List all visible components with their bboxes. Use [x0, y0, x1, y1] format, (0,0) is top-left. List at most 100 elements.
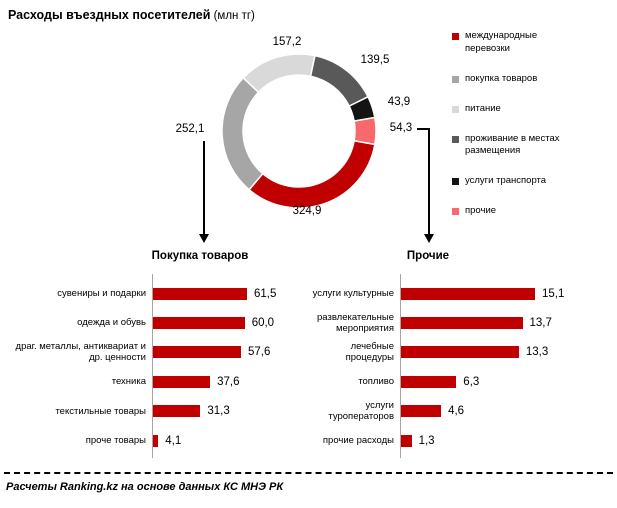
bar: [152, 317, 245, 330]
category-label: услуги культурные: [312, 288, 394, 299]
legend-marker: [452, 208, 459, 216]
bar-row: техника 37,6: [6, 367, 304, 396]
bar-row: одежда и обувь 60,0: [6, 308, 304, 337]
donut-value-label: 252,1: [175, 123, 205, 135]
right-chart-axis: [400, 274, 401, 458]
category-label: одежда и обувь: [77, 317, 146, 329]
bar-row: прочие расходы 1,3: [306, 426, 614, 455]
bar-track: 37,6: [152, 375, 304, 388]
bar-track: 4,1: [152, 434, 304, 447]
legend-item-label: проживание в местах размещения: [465, 132, 560, 157]
donut-segment: [248, 139, 376, 209]
category-label: драг. металлы, антиквариат и др. ценност…: [15, 341, 146, 364]
category-label: техника: [111, 376, 146, 388]
arrow-head-left: [199, 234, 209, 243]
value-label: 31,3: [207, 405, 230, 418]
bar: [400, 317, 523, 330]
bar-track: 31,3: [152, 405, 304, 418]
category-label: прочие расходы: [322, 434, 394, 446]
donut-chart: [221, 53, 377, 209]
legend-item: услуги транспорта: [452, 175, 614, 188]
legend-item: питание: [452, 103, 614, 116]
bar-track: 57,6: [152, 346, 304, 359]
bar-track: 6,3: [400, 375, 614, 388]
purchases-bar-chart: сувениры и подарки 61,5 одежда и обувь 60,0…: [6, 274, 304, 458]
bar-row: драг. металлы, антиквариат и др. ценност…: [6, 338, 304, 367]
legend-marker: [452, 33, 459, 40]
bar: [152, 434, 159, 447]
value-label: 57,6: [248, 346, 271, 359]
category-label: лечебные процедуры: [345, 341, 394, 364]
page-title: Расходы въездных посетителей (млн тг): [8, 8, 255, 22]
legend-marker: [452, 105, 459, 113]
donut-value-label: 43,9: [387, 96, 411, 108]
category-label: текстильные товары: [55, 405, 146, 417]
category-label: проче товары: [85, 434, 146, 446]
arrow-head-right: [424, 234, 434, 243]
left-chart-axis: [152, 274, 153, 458]
value-label: 6,3: [463, 375, 480, 388]
category-label: сувениры и подарки: [57, 288, 146, 299]
legend-marker: [452, 135, 459, 143]
category-label: топливо: [358, 376, 394, 388]
source-note: Расчеты Ranking.kz на основе данных КС М…: [6, 481, 284, 493]
bar: [400, 434, 412, 447]
category-label: услуги туроператоров: [328, 399, 394, 423]
legend-item: международные перевозки: [452, 30, 614, 56]
bar: [400, 405, 442, 418]
bar: [400, 375, 457, 388]
bar: [152, 287, 247, 300]
value-label: 61,5: [254, 287, 277, 300]
legend-item: покупка товаров: [452, 73, 614, 86]
legend-marker: [452, 75, 459, 83]
bar: [400, 287, 535, 300]
value-label: 13,7: [529, 317, 552, 330]
donut-value-label: 157,2: [272, 36, 302, 48]
category-label: развлекательные мероприятия: [317, 311, 394, 335]
page-title-unit: (млн тг): [210, 10, 255, 22]
bar-track: 61,5: [152, 287, 304, 300]
donut-value-label: 324,9: [292, 205, 322, 217]
value-label: 1,3: [418, 434, 435, 447]
right-chart-title: Прочие: [406, 250, 450, 262]
bar-track: 4,6: [400, 405, 614, 418]
bar-track: 60,0: [152, 317, 304, 330]
value-label: 4,1: [165, 434, 182, 447]
bar-row: лечебные процедуры 13,3: [306, 338, 614, 367]
bar-track: 13,7: [400, 317, 614, 330]
legend-item-label: международные перевозки: [465, 30, 538, 54]
legend-item-label: питание: [465, 102, 501, 114]
bar-row: топливо 6,3: [306, 367, 614, 396]
legend-marker: [452, 178, 459, 186]
footer-divider: [4, 472, 613, 474]
chart-legend: международные перевозки покупка товаров пи…: [452, 30, 614, 218]
value-label: 15,1: [542, 287, 565, 300]
bar-track: 1,3: [400, 434, 614, 447]
bar-row: развлекательные мероприятия 13,7: [306, 308, 614, 337]
bar-row: текстильные товары 31,3: [6, 397, 304, 426]
others-bar-chart: услуги культурные 15,1 развлекательные мер…: [306, 274, 614, 458]
value-label: 4,6: [448, 405, 465, 418]
left-chart-title: Покупка товаров: [151, 250, 249, 262]
value-label: 60,0: [251, 317, 275, 330]
bar: [152, 405, 201, 418]
donut-value-label: 54,3: [389, 122, 413, 134]
value-label: 37,6: [217, 375, 240, 388]
page-title-main: Расходы въездных посетителей: [8, 8, 211, 22]
bar-row: услуги культурные 15,1: [306, 279, 614, 308]
legend-item-label: прочие: [465, 205, 497, 217]
legend-item-label: покупка товаров: [465, 72, 538, 84]
bar-row: проче товары 4,1: [6, 426, 304, 455]
bar: [152, 375, 211, 388]
legend-item: прочие: [452, 205, 614, 218]
bar-track: 15,1: [400, 287, 614, 300]
donut-segment: [221, 77, 264, 191]
bar-track: 13,3: [400, 346, 614, 359]
arrow-line-right-vertical: [428, 128, 430, 235]
donut-value-label: 139,5: [360, 54, 390, 66]
donut-segment: [353, 116, 377, 146]
bar: [152, 346, 241, 359]
arrow-line-right-horizontal: [417, 128, 430, 130]
bar-row: сувениры и подарки 61,5: [6, 279, 304, 308]
